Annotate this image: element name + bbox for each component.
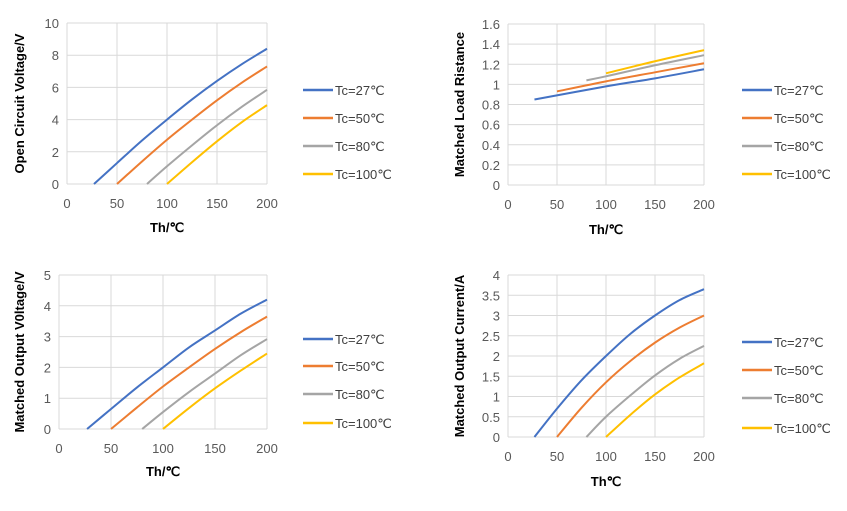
- x-tick-label: 200: [256, 441, 278, 456]
- legend-label: Tc=27℃: [774, 335, 824, 350]
- x-tick-label: 150: [206, 196, 228, 211]
- chart-panel-4: 0 0.5 1 1.5 2 2.5 3 3.5 4 0 50 100 150 200 Matched Out…: [452, 268, 831, 489]
- y-tick-label: 3: [44, 330, 51, 345]
- y-tick-label: 1: [493, 77, 500, 92]
- y-tick-label: 4: [44, 299, 51, 314]
- y-axis-label: Matched Output V0ltage/V: [12, 271, 27, 432]
- y-tick-label: 0: [44, 422, 51, 437]
- series-line-80: [585, 344, 705, 438]
- x-tick-label: 0: [55, 441, 62, 456]
- legend-label: Tc=100℃: [335, 416, 392, 431]
- legend-label: Tc=80℃: [774, 139, 824, 154]
- legend-label: Tc=100℃: [335, 167, 392, 182]
- x-tick-label: 100: [595, 449, 617, 464]
- legend-label: Tc=50℃: [335, 111, 385, 126]
- y-axis-label: Open Circuit Voltage/V: [12, 33, 27, 173]
- y-tick-label: 1.5: [482, 369, 500, 384]
- legend-label: Tc=50℃: [335, 359, 385, 374]
- legend-label: Tc=50℃: [774, 111, 824, 126]
- legend-label: Tc=80℃: [335, 387, 385, 402]
- x-axis-label: Th/℃: [589, 222, 623, 237]
- y-tick-label: 6: [52, 80, 59, 95]
- y-tick-label: 1: [44, 391, 51, 406]
- y-tick-label: 0: [493, 178, 500, 193]
- y-tick-label: 1.4: [482, 37, 500, 52]
- series-line-50: [556, 62, 705, 93]
- series-line-50: [116, 65, 268, 185]
- y-tick-label: 0.4: [482, 138, 500, 153]
- x-axis-label: Th/℃: [150, 220, 184, 235]
- series-line-50: [110, 315, 268, 430]
- y-tick-label: 4: [52, 113, 59, 128]
- x-tick-label: 50: [550, 197, 564, 212]
- legend-label: Tc=50℃: [774, 363, 824, 378]
- y-tick-label: 5: [44, 268, 51, 283]
- y-tick-label: 3: [493, 309, 500, 324]
- x-tick-label: 150: [204, 441, 226, 456]
- y-axis-label: Matched Output Current/A: [452, 274, 467, 437]
- y-tick-label: 2: [44, 360, 51, 375]
- series-line-27: [93, 47, 268, 185]
- x-tick-label: 100: [152, 441, 174, 456]
- x-tick-label: 50: [110, 196, 124, 211]
- y-tick-label: 1.6: [482, 17, 500, 32]
- legend-label: Tc=27℃: [335, 83, 385, 98]
- x-axis-label: Th/℃: [146, 464, 180, 479]
- x-tick-label: 150: [644, 449, 666, 464]
- legend-label: Tc=80℃: [335, 139, 385, 154]
- x-tick-label: 0: [504, 449, 511, 464]
- legend-label: Tc=100℃: [774, 421, 831, 436]
- x-tick-label: 0: [63, 196, 70, 211]
- x-tick-label: 100: [595, 197, 617, 212]
- series-line-100: [166, 104, 268, 185]
- y-tick-label: 0.2: [482, 158, 500, 173]
- y-tick-label: 2.5: [482, 329, 500, 344]
- x-tick-label: 50: [104, 441, 118, 456]
- y-tick-label: 2: [493, 349, 500, 364]
- x-tick-label: 150: [644, 197, 666, 212]
- y-tick-label: 3.5: [482, 288, 500, 303]
- y-tick-label: 1.2: [482, 57, 500, 72]
- legend-label: Tc=100℃: [774, 167, 831, 182]
- series-line-100: [605, 49, 705, 75]
- series-line-80: [141, 338, 268, 430]
- x-tick-label: 200: [693, 449, 715, 464]
- x-axis-label: Th℃: [591, 474, 621, 489]
- y-tick-label: 0.5: [482, 410, 500, 425]
- y-tick-label: 10: [45, 16, 59, 31]
- legend-label: Tc=27℃: [335, 332, 385, 347]
- y-tick-label: 0.8: [482, 98, 500, 113]
- y-tick-label: 0: [493, 430, 500, 445]
- y-tick-label: 1: [493, 390, 500, 405]
- x-tick-label: 0: [504, 197, 511, 212]
- x-tick-label: 200: [256, 196, 278, 211]
- series-line-80: [146, 88, 268, 185]
- series-line-27: [86, 298, 268, 430]
- x-tick-label: 200: [693, 197, 715, 212]
- y-tick-label: 2: [52, 145, 59, 160]
- legend-label: Tc=80℃: [774, 391, 824, 406]
- y-axis-label: Matched Load Ristance: [452, 32, 467, 177]
- y-tick-label: 8: [52, 48, 59, 63]
- series-line-80: [586, 54, 705, 82]
- x-tick-label: 50: [550, 449, 564, 464]
- y-tick-label: 0.6: [482, 118, 500, 133]
- y-tick-label: 4: [493, 268, 500, 283]
- legend-label: Tc=27℃: [774, 83, 824, 98]
- series-line-27: [534, 68, 705, 101]
- series-line-100: [162, 352, 268, 430]
- x-tick-label: 100: [156, 196, 178, 211]
- series-line-100: [605, 362, 705, 438]
- chart-panel-2: 0 0.2 0.4 0.6 0.8 1 1.2 1.4 1.6 0 50 100 150 200 Match…: [452, 17, 831, 237]
- series-line-27: [533, 288, 705, 438]
- y-tick-label: 0: [52, 177, 59, 192]
- series-line-50: [556, 314, 705, 438]
